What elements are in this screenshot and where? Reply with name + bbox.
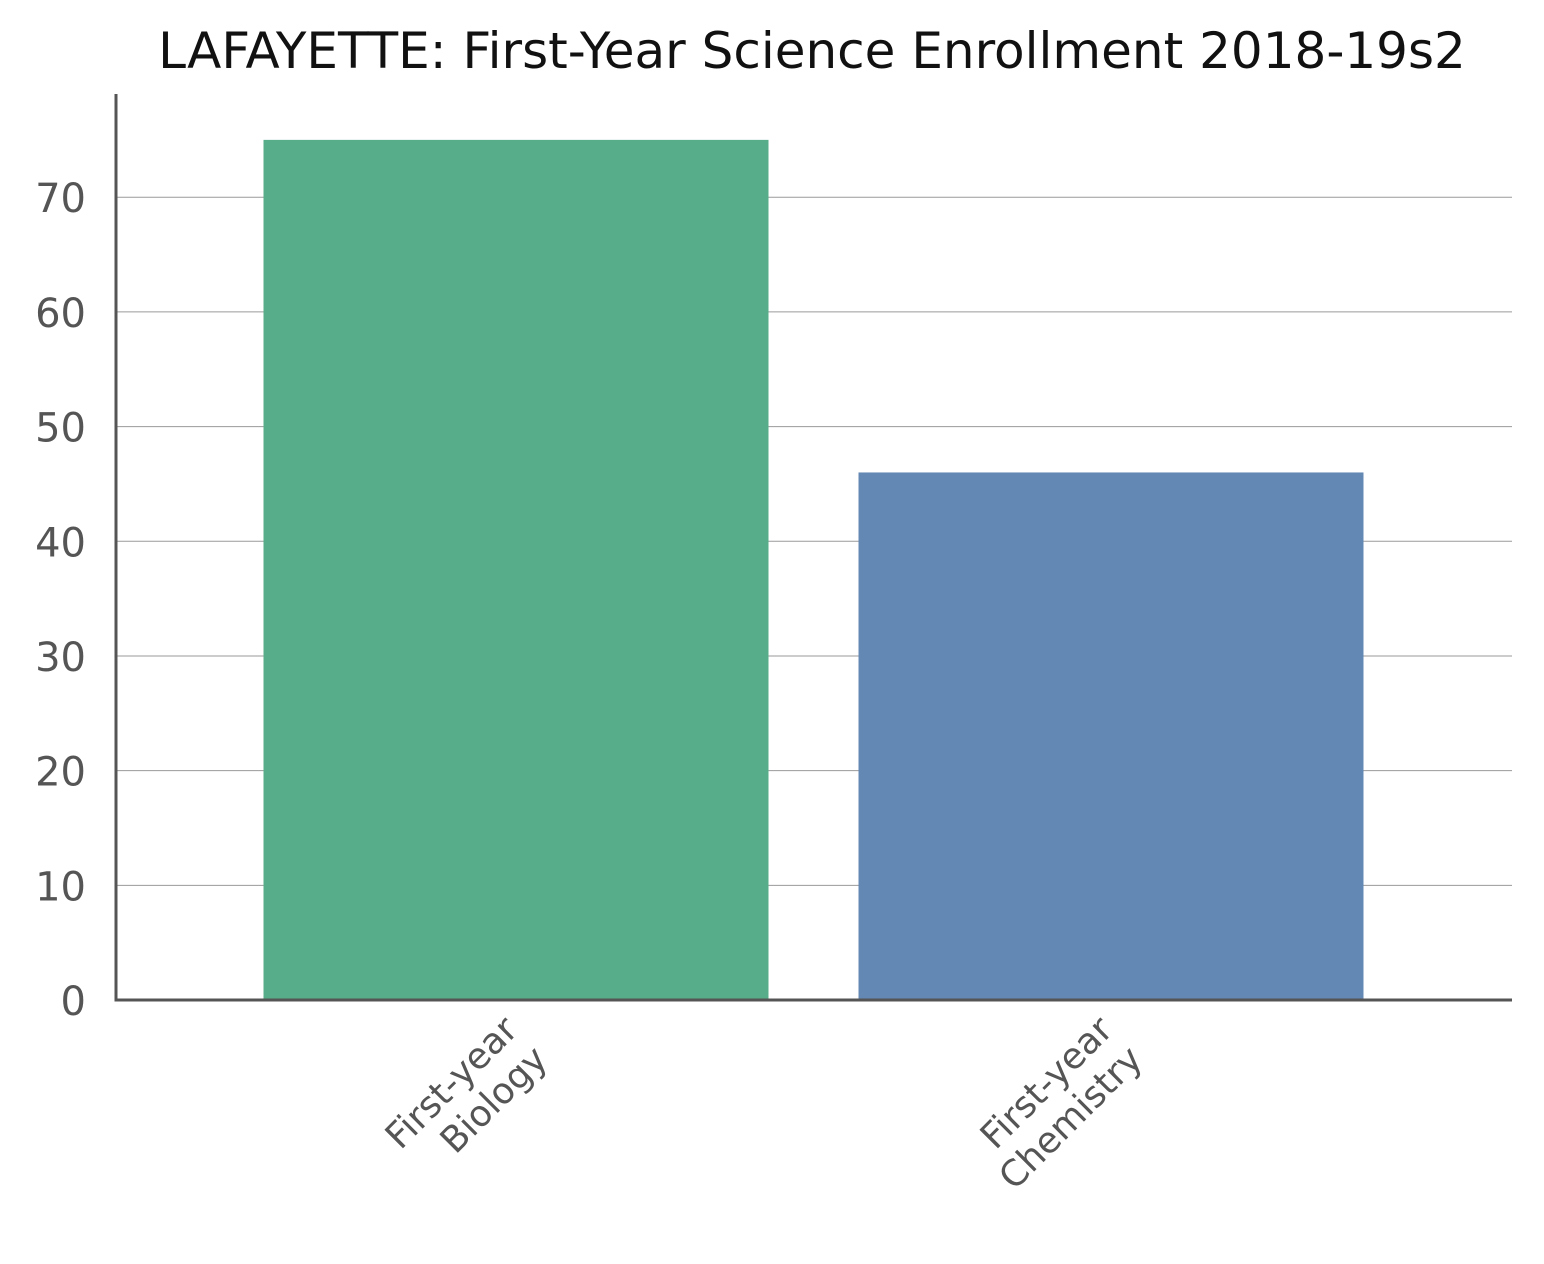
bars <box>263 139 1364 1000</box>
y-tick-label: 40 <box>35 520 86 566</box>
chart-title: LAFAYETTE: First-Year Science Enrollment… <box>158 22 1466 80</box>
y-tick-label: 10 <box>35 864 86 910</box>
axes <box>114 94 1512 1002</box>
y-tick-label: 30 <box>35 635 86 681</box>
y-tick-label: 50 <box>35 406 86 452</box>
y-tick-label: 60 <box>35 291 86 337</box>
bar <box>858 472 1364 1000</box>
y-tick-label: 20 <box>35 750 86 796</box>
y-tick-label: 0 <box>61 979 86 1025</box>
bar <box>263 139 769 1000</box>
y-tick-labels: 0 10 20 30 40 50 60 70 <box>35 176 86 1025</box>
y-tick-label: 70 <box>35 176 86 222</box>
